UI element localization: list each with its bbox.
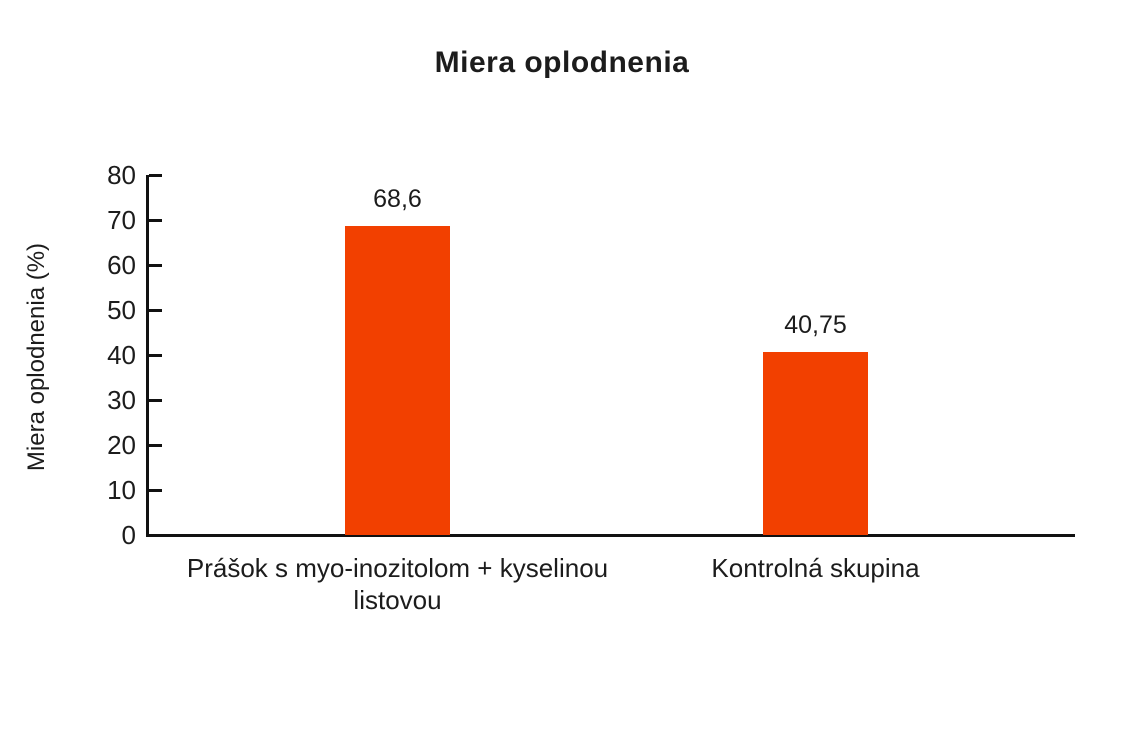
y-tick-mark-70 — [149, 218, 162, 222]
y-tick-label-0: 0 — [121, 520, 136, 550]
y-tick-mark-50 — [149, 308, 162, 312]
chart-title: Miera oplodnenia — [434, 46, 690, 79]
y-axis-line — [146, 175, 149, 537]
y-tick-mark-80 — [149, 173, 162, 177]
y-tick-label-50: 50 — [107, 295, 136, 325]
x-category-label-1: Kontrolná skupina — [711, 553, 920, 583]
y-tick-mark-10 — [149, 488, 162, 492]
y-tick-label-30: 30 — [107, 385, 136, 415]
bar-1 — [763, 351, 868, 535]
x-axis-line — [146, 534, 1075, 537]
y-tick-mark-20 — [149, 443, 162, 447]
y-tick-mark-40 — [149, 353, 162, 357]
y-tick-label-20: 20 — [107, 430, 136, 460]
y-tick-label-40: 40 — [107, 340, 136, 370]
x-category-label-0: Prášok s myo-inozitolom + kyselinou list… — [186, 553, 609, 615]
bar-value-label-1: 40,75 — [784, 310, 847, 339]
y-tick-label-10: 10 — [107, 475, 136, 505]
y-tick-mark-30 — [149, 398, 162, 402]
y-tick-label-60: 60 — [107, 250, 136, 280]
y-tick-label-80: 80 — [107, 160, 136, 190]
y-tick-label-70: 70 — [107, 205, 136, 235]
y-tick-mark-0 — [149, 533, 162, 537]
bar-0 — [345, 226, 450, 535]
bar-value-label-0: 68,6 — [373, 185, 422, 214]
y-tick-mark-60 — [149, 263, 162, 267]
